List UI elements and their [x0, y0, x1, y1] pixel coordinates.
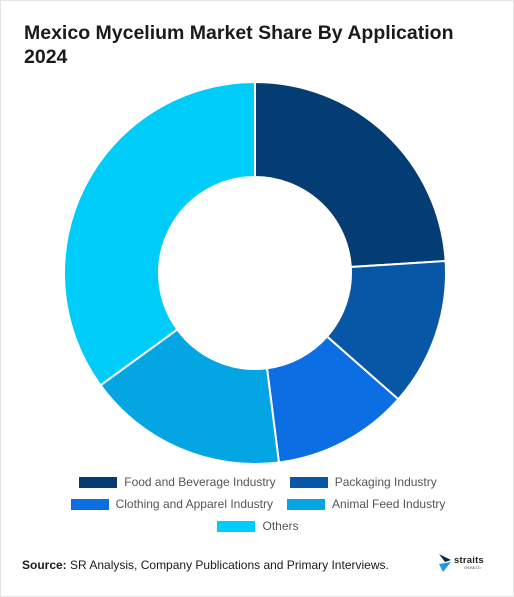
legend-item-packaging[interactable]: Packaging Industry [289, 475, 437, 489]
donut-chart [63, 80, 447, 465]
legend-swatch [217, 520, 256, 532]
source-text: SR Analysis, Company Publications and Pr… [70, 558, 389, 572]
legend-swatch [70, 498, 109, 510]
legend-item-others[interactable]: Others [217, 519, 299, 533]
legend-label: Clothing and Apparel Industry [115, 497, 274, 511]
legend-item-food-beverage[interactable]: Food and Beverage Industry [79, 475, 276, 489]
legend-label: Packaging Industry [334, 475, 437, 489]
legend-row: Clothing and Apparel Industry Animal Fee… [1, 493, 514, 515]
legend-item-clothing-apparel[interactable]: Clothing and Apparel Industry [70, 497, 274, 511]
legend-swatch [287, 498, 326, 510]
legend-label: Food and Beverage Industry [124, 475, 276, 489]
straits-logo: straits research [437, 552, 497, 576]
logo-sub: research [464, 566, 481, 571]
slice-food-beverage[interactable] [254, 80, 447, 269]
legend-row: Food and Beverage Industry Packaging Ind… [1, 471, 514, 493]
logo-mark-icon [439, 554, 451, 572]
chart-title: Mexico Mycelium Market Share By Applicat… [24, 22, 454, 68]
legend-label: Animal Feed Industry [332, 497, 446, 511]
source-label: Source: [22, 558, 67, 572]
source-note: Source: SR Analysis, Company Publication… [22, 558, 389, 572]
chart-legend: Food and Beverage Industry Packaging Ind… [1, 471, 514, 537]
legend-swatch [79, 476, 118, 488]
legend-item-animal-feed[interactable]: Animal Feed Industry [287, 497, 445, 511]
slice-others[interactable] [63, 80, 256, 387]
logo-name: straits [454, 555, 484, 566]
legend-swatch [289, 476, 328, 488]
legend-row: Others [1, 515, 514, 537]
legend-label: Others [262, 519, 299, 533]
slice-animal-feed[interactable] [99, 328, 281, 465]
